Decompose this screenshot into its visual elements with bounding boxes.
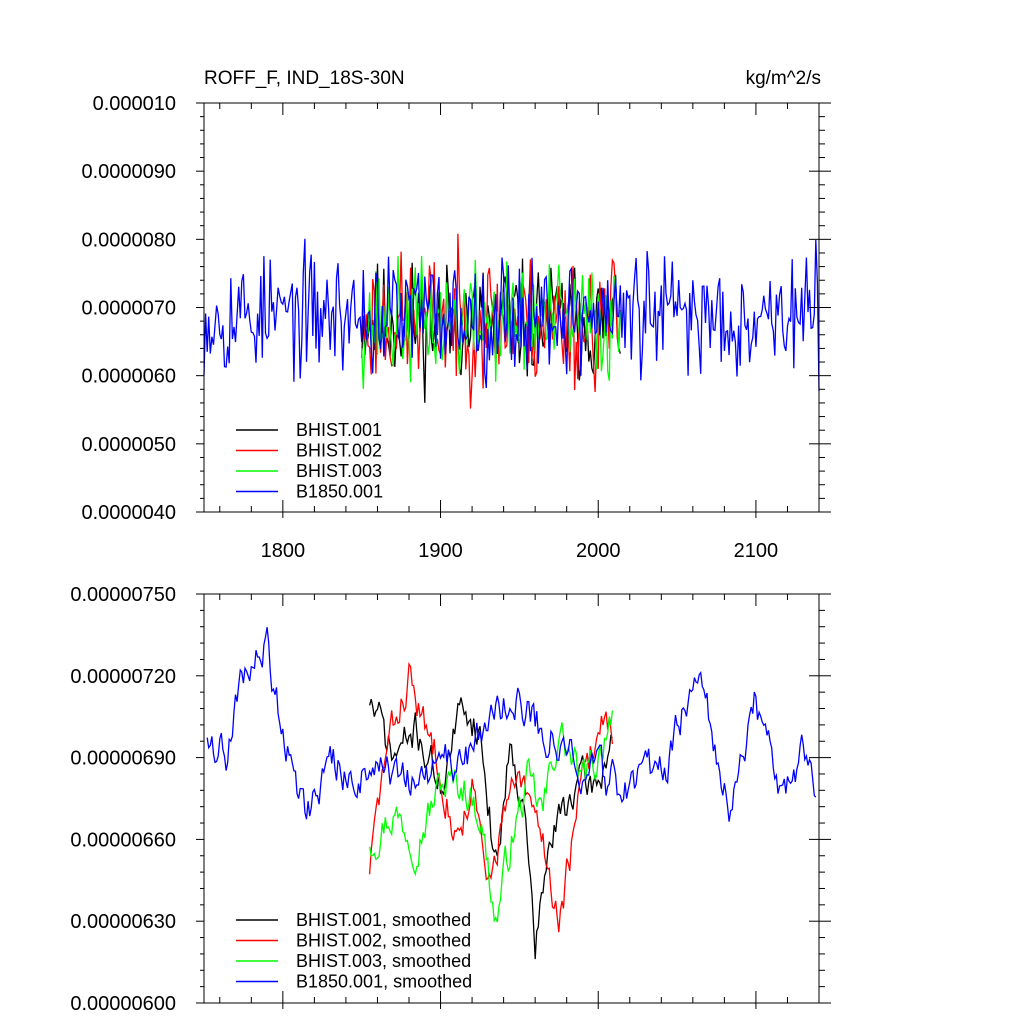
top-y-tick-label: 0.000010	[93, 93, 176, 115]
bottom-y-tick-label: 0.00000690	[70, 748, 176, 770]
top-y-tick-label: 0.0000050	[81, 434, 176, 456]
bottom-plot-frame	[203, 593, 820, 1004]
bottom-series-line-1	[368, 697, 613, 960]
bottom-series-line-2	[368, 661, 614, 933]
bottom-legend-label-3: BHIST.003, smoothed	[296, 951, 471, 971]
top-legend-label-3: BHIST.003	[296, 461, 382, 481]
bottom-series-line-4	[206, 627, 817, 822]
top-x-tick-label: 2000	[576, 540, 621, 562]
panel-bottom: 0.00000600 0.00000630 0.00000660 0.00000690…	[70, 584, 831, 1015]
bottom-y-tick-label: 0.00000750	[70, 584, 176, 606]
top-y-tick-label: 0.0000040	[81, 502, 176, 524]
units-label: kg/m^2/s	[746, 68, 821, 89]
top-legend-label-2: BHIST.002	[296, 441, 382, 461]
bottom-y-tick-label: 0.00000720	[70, 666, 176, 688]
top-x-tick-label: 1900	[418, 540, 463, 562]
top-y-tick-label: 0.0000080	[81, 229, 176, 251]
bottom-series-group	[206, 627, 817, 960]
top-y-tick-label: 0.0000090	[81, 161, 176, 183]
top-ticks: 1800 1900 2000 2100 0.0000040 0.0000050 0.0000…	[81, 93, 831, 562]
top-legend-label-4: B1850.001	[296, 482, 383, 502]
bottom-y-tick-label: 0.00000660	[70, 829, 176, 851]
top-x-tick-label: 1800	[261, 540, 306, 562]
chart-title: ROFF_F, IND_18S-30N	[204, 68, 405, 89]
bottom-ticks: 0.00000600 0.00000630 0.00000660 0.00000690…	[70, 584, 831, 1015]
top-y-tick-label: 0.0000060	[81, 366, 176, 388]
bottom-series-line-3	[368, 710, 614, 924]
top-legend-label-1: BHIST.001	[296, 420, 382, 440]
top-series-line-4	[203, 238, 820, 392]
bottom-y-tick-label: 0.00000630	[70, 911, 176, 933]
bottom-legend-label-4: B1850.001, smoothed	[296, 972, 472, 992]
top-x-tick-label: 2100	[734, 540, 779, 562]
bottom-legend-label-2: BHIST.002, smoothed	[296, 931, 471, 951]
bottom-legend-label-1: BHIST.001, smoothed	[296, 910, 471, 930]
top-y-tick-label: 0.0000070	[81, 298, 176, 320]
bottom-y-tick-label: 0.00000600	[70, 993, 176, 1015]
panel-top: ROFF_F, IND_18S-30N kg/m^2/s 1800 1900 200…	[81, 68, 831, 562]
top-series-line-3	[361, 255, 621, 389]
top-series-group	[203, 233, 820, 409]
